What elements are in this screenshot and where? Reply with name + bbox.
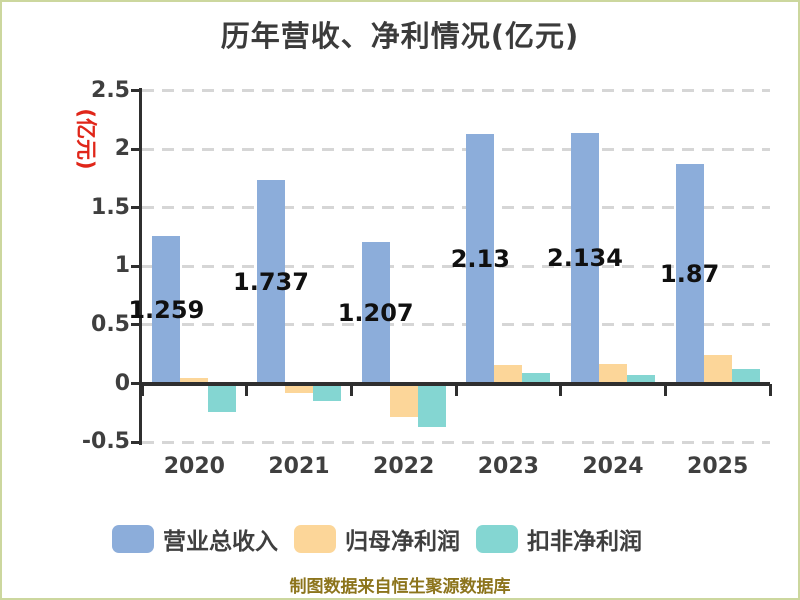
bar-non-recurring-net-profit-2024 [627,375,655,384]
gridline [142,206,770,210]
y-axis-tick [131,323,142,327]
bar-total-operating-revenue-2020 [152,235,181,384]
bar-total-operating-revenue-2023 [466,133,495,384]
bar-net-profit-attributable-to-parent-2021 [285,383,313,393]
bar-net-profit-attributable-to-parent-2023 [494,364,523,384]
legend-label-total-operating-revenue: 营业总收入 [163,529,278,555]
legend-item-non-recurring-net-profit[interactable]: 扣非净利润 [476,522,642,556]
bar-total-operating-revenue-2022 [361,242,390,384]
x-axis-tick [349,383,353,396]
gridline [142,323,770,327]
bar-value-label: 1.87 [660,259,720,288]
bar-non-recurring-net-profit-2022 [417,383,446,427]
bar-value-label: 1.737 [233,267,309,296]
x-axis-tick [663,383,667,396]
gridline [142,89,770,92]
bar-value-label: 1.259 [128,295,205,324]
x-axis-tick [245,383,249,396]
bar-net-profit-attributable-to-parent-2020 [180,377,209,384]
y-tick-label: 2.5 [91,77,130,103]
legend-item-net-profit-attributable-to-parent[interactable]: 归母净利润 [294,522,460,556]
data-source-note: 制图数据来自恒生聚源数据库 [289,577,511,597]
bar-net-profit-attributable-to-parent-2024 [599,363,627,384]
x-tick-label-2023: 2023 [477,454,539,479]
x-axis-tick [140,383,144,396]
bar-value-label: 1.207 [337,298,414,327]
y-axis-tick [131,147,142,151]
bar-non-recurring-net-profit-2021 [313,383,341,402]
legend-label-net-profit-attributable-to-parent: 归母净利润 [345,529,460,555]
legend-item-total-operating-revenue[interactable]: 营业总收入 [112,522,278,556]
x-tick-label-2020: 2020 [163,454,225,479]
y-axis-tick [131,440,142,444]
legend-swatch-net-profit-attributable-to-parent [294,525,336,553]
bar-total-operating-revenue-2024 [571,133,599,384]
x-tick-label-2021: 2021 [268,454,330,479]
bar-non-recurring-net-profit-2023 [522,372,551,384]
y-tick-label: -0.5 [81,429,130,455]
y-tick-label: 0 [114,370,130,396]
legend: 营业总收入 归母净利润 扣非净利润 [112,522,642,556]
y-axis-tick [131,382,142,385]
x-tick-label-2022: 2022 [373,454,435,479]
bar-value-label: 2.134 [547,244,623,273]
x-axis-tick [559,383,563,396]
legend-label-non-recurring-net-profit: 扣非净利润 [527,529,642,555]
bar-net-profit-attributable-to-parent-2025 [703,355,732,384]
y-tick-label: 0.5 [91,311,130,337]
y-axis-tick [131,89,142,92]
y-axis-tick [131,264,142,268]
legend-swatch-total-operating-revenue [112,525,154,553]
y-axis-tick [131,206,142,210]
y-tick-label: 1 [114,253,130,279]
bar-total-operating-revenue-2025 [675,164,704,384]
y-tick-label: 1.5 [91,194,130,220]
x-axis-tick [768,383,772,396]
bar-value-label: 2.13 [450,244,510,273]
gridline [142,147,770,151]
bar-non-recurring-net-profit-2020 [208,383,237,412]
y-axis-line [139,88,142,445]
gridline [142,440,770,444]
bar-total-operating-revenue-2021 [257,179,285,384]
x-axis-tick [454,383,458,396]
x-tick-label-2024: 2024 [582,454,644,479]
legend-swatch-non-recurring-net-profit [476,525,518,553]
bar-non-recurring-net-profit-2025 [731,369,760,384]
bar-net-profit-attributable-to-parent-2022 [389,383,418,418]
x-tick-label-2025: 2025 [687,454,749,479]
gridline [142,264,770,268]
y-tick-label: 2 [114,136,130,162]
chart-title: 历年营收、净利情况(亿元) [220,19,580,53]
